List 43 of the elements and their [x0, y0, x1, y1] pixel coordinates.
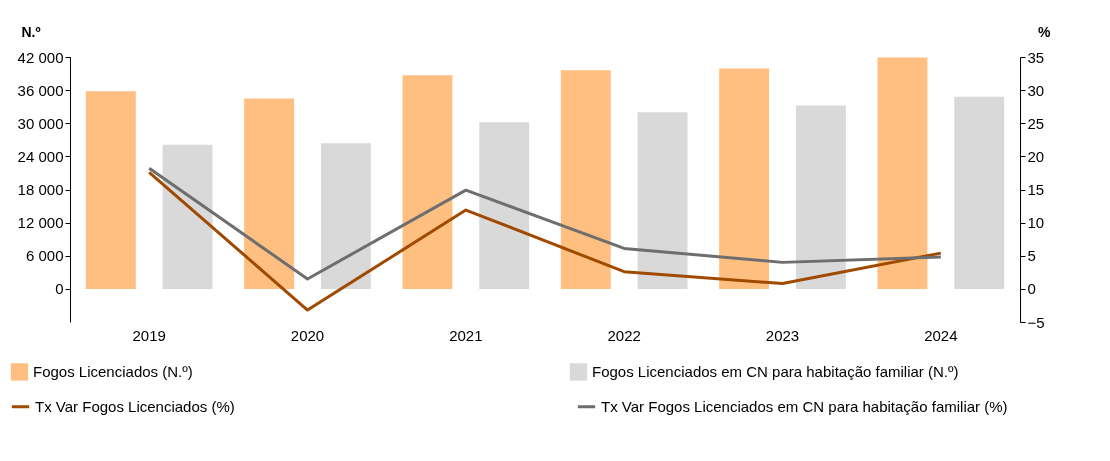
y2-tick-label: 5 [1027, 247, 1036, 265]
x-tick-label: 2019 [132, 326, 166, 344]
x-tick-label: 2023 [765, 326, 800, 344]
y-tick-label: 6 000 [25, 247, 64, 265]
x-tick-label: 2021 [449, 326, 483, 344]
legend-label: Fogos Licenciados em CN para habitação familiar (N.º) [592, 362, 959, 380]
bar [877, 57, 928, 289]
y-tick-label: 12 000 [17, 214, 64, 232]
y2-axis-title: % [1038, 23, 1052, 40]
legend-label: Tx Var Fogos Licenciados (%) [35, 397, 235, 415]
x-tick-label: 2022 [607, 326, 641, 344]
bar [320, 143, 371, 289]
bar [162, 144, 213, 289]
bar [954, 96, 1005, 289]
y2-tick-label: 35 [1027, 48, 1045, 66]
bar [795, 105, 846, 289]
y-axis-title: N.º [21, 23, 41, 40]
legend-label: Fogos Licenciados (N.º) [33, 362, 193, 380]
y-tick-label: 42 000 [17, 48, 64, 66]
y2-tick-label: 15 [1027, 181, 1045, 198]
y2-tick-label: 20 [1027, 147, 1045, 165]
bar [244, 98, 295, 289]
y-tick-label: 0 [55, 280, 64, 298]
bar [402, 75, 453, 289]
x-tick-label: 2020 [290, 326, 325, 344]
y-tick-label: 24 000 [17, 147, 64, 165]
bar [637, 112, 688, 289]
y2-tick-label: 0 [1027, 280, 1036, 298]
line-series [147, 170, 943, 312]
y-tick-label: 18 000 [17, 181, 64, 198]
bar [85, 91, 136, 289]
line-series [147, 166, 943, 281]
legend-label: Tx Var Fogos Licenciados em CN para habitação familiar (%) [601, 397, 1008, 415]
y2-tick-label: 25 [1027, 114, 1045, 132]
bar [719, 68, 770, 289]
y-tick-label: 36 000 [17, 81, 64, 99]
bar [560, 70, 611, 289]
y-tick-label: 30 000 [17, 114, 64, 132]
y2-tick-label: 30 [1027, 81, 1045, 99]
y2-tick-label: 10 [1027, 214, 1045, 232]
x-tick-label: 2024 [924, 326, 958, 344]
bar [479, 122, 530, 289]
y2-tick-label: −5 [1027, 313, 1045, 331]
